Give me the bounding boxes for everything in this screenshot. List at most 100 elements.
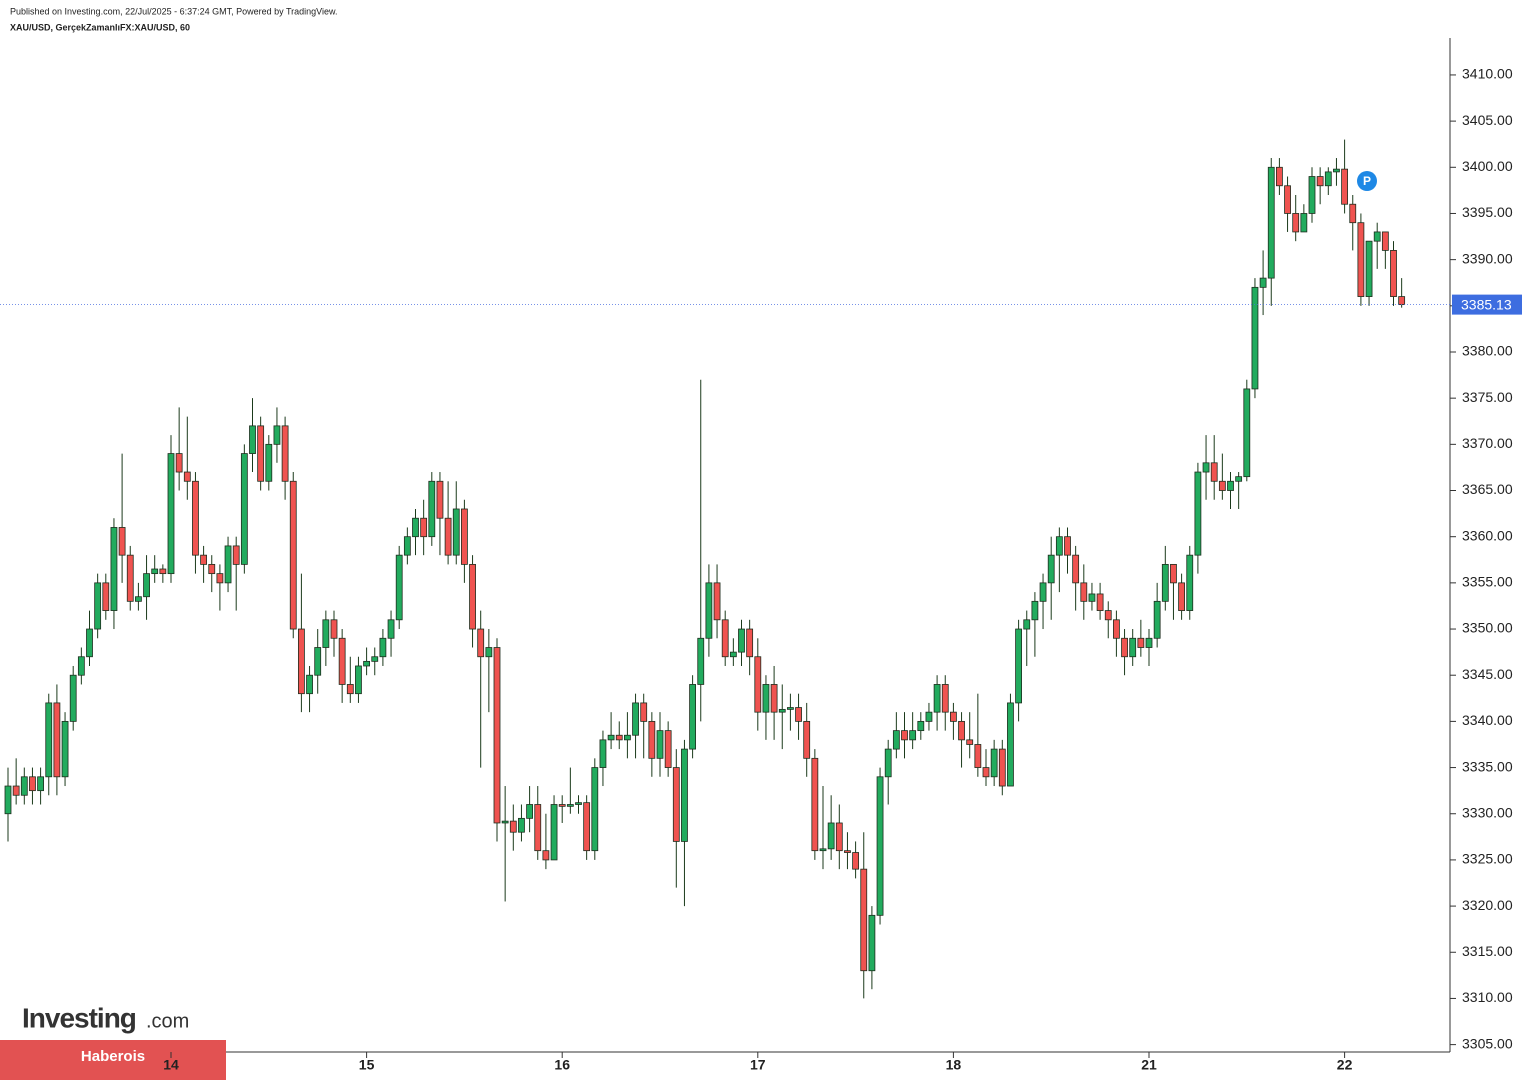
- y-tick-label: 3330.00: [1462, 804, 1513, 820]
- x-tick-label: 18: [946, 1057, 962, 1073]
- y-tick-label: 3355.00: [1462, 574, 1513, 590]
- candle-body: [4, 785, 12, 815]
- candle-body: [1390, 250, 1397, 297]
- x-tick-label: 15: [359, 1057, 375, 1073]
- y-tick-label: 3375.00: [1462, 389, 1513, 405]
- candle-body: [901, 730, 908, 741]
- y-tick-label: 3305.00: [1462, 1035, 1513, 1051]
- candle-body: [534, 804, 542, 852]
- candle-body: [1178, 582, 1185, 611]
- candle-body: [118, 527, 126, 556]
- candle-body: [705, 582, 713, 639]
- candle-body: [738, 628, 745, 653]
- candle-body: [615, 734, 623, 741]
- candle-body: [925, 711, 933, 722]
- last-price-badge: [1452, 294, 1522, 315]
- candle-body: [950, 711, 957, 722]
- candle-body: [778, 708, 786, 713]
- candle-body: [868, 914, 876, 972]
- candle-body: [20, 776, 28, 796]
- candle-body: [697, 637, 705, 685]
- y-tick-label: 3380.00: [1462, 343, 1513, 359]
- candle-body: [1088, 593, 1096, 602]
- candle-body: [1227, 480, 1234, 491]
- candle-body: [420, 517, 428, 538]
- candle-body: [1096, 593, 1104, 611]
- candle-body: [1055, 536, 1063, 556]
- candle-body: [941, 684, 949, 713]
- candle-body: [240, 453, 248, 565]
- candle-body: [183, 471, 191, 482]
- candle-body: [444, 517, 452, 556]
- y-tick-label: 3395.00: [1462, 204, 1513, 220]
- candle-body: [917, 720, 925, 732]
- candle-body: [689, 684, 696, 750]
- candle-body: [542, 850, 550, 861]
- candle-body: [575, 802, 582, 805]
- candle-body: [607, 734, 615, 741]
- y-tick-label: 3310.00: [1462, 989, 1513, 1005]
- candle-body: [403, 536, 411, 556]
- candle-body: [232, 545, 240, 565]
- candle-body: [550, 804, 558, 861]
- candle-body: [672, 767, 680, 842]
- candle-body: [1308, 176, 1316, 214]
- candle-body: [762, 684, 770, 713]
- candle-body: [1072, 554, 1080, 584]
- candle-body: [746, 628, 754, 658]
- candle-body: [265, 443, 273, 482]
- candle-body: [371, 656, 379, 662]
- y-tick-label: 3315.00: [1462, 943, 1513, 959]
- candle-body: [314, 647, 322, 676]
- candle-body: [1276, 166, 1283, 187]
- symbol-label: XAU/USD, GerçekZamanlıFX:XAU/USD, 60: [10, 22, 190, 32]
- candle-body: [37, 776, 44, 792]
- candle-body: [387, 619, 395, 639]
- candle-body: [1218, 480, 1226, 491]
- y-tick-label: 3345.00: [1462, 666, 1513, 682]
- candle-body: [143, 573, 150, 598]
- candle-body: [200, 554, 208, 565]
- candle-body: [656, 730, 664, 759]
- badge-text: Haberois: [81, 1048, 145, 1065]
- candle-body: [45, 702, 53, 778]
- candle-body: [933, 684, 941, 713]
- candle-body: [208, 563, 216, 575]
- candle-body: [721, 619, 729, 658]
- candle-body: [819, 848, 827, 852]
- candle-body: [159, 568, 167, 575]
- candle-body: [1047, 554, 1055, 584]
- candle-body: [1194, 471, 1202, 556]
- candle-body: [1235, 476, 1243, 482]
- candle-body: [1316, 176, 1324, 187]
- candle-body: [624, 734, 631, 741]
- published-note: Published on Investing.com, 22/Jul/2025 …: [10, 6, 338, 16]
- candle-body: [77, 656, 85, 676]
- candle-body: [599, 739, 607, 768]
- candle-body: [566, 804, 574, 807]
- y-tick-label: 3400.00: [1462, 158, 1513, 174]
- event-marker: [1357, 171, 1377, 191]
- candle-body: [795, 707, 802, 722]
- candle-body: [1398, 296, 1406, 306]
- candle-body: [61, 720, 69, 778]
- logo-brand: Investing: [22, 1002, 136, 1033]
- candle-body: [1365, 240, 1373, 297]
- plot: [4, 139, 1406, 999]
- candle-body: [477, 628, 485, 658]
- candle-body: [1145, 637, 1153, 648]
- badge: [0, 1040, 226, 1080]
- last-price-label: 3385.13: [1461, 296, 1512, 312]
- x-tick-label: 14: [163, 1057, 179, 1073]
- candle-body: [452, 508, 460, 556]
- candle-body: [591, 767, 599, 852]
- candle-body: [1210, 462, 1218, 482]
- candle-body: [681, 748, 688, 842]
- candle-body: [53, 702, 61, 778]
- candle-body: [151, 568, 159, 575]
- candle-body: [501, 820, 509, 824]
- candle-body: [852, 852, 859, 870]
- candle-body: [216, 573, 224, 584]
